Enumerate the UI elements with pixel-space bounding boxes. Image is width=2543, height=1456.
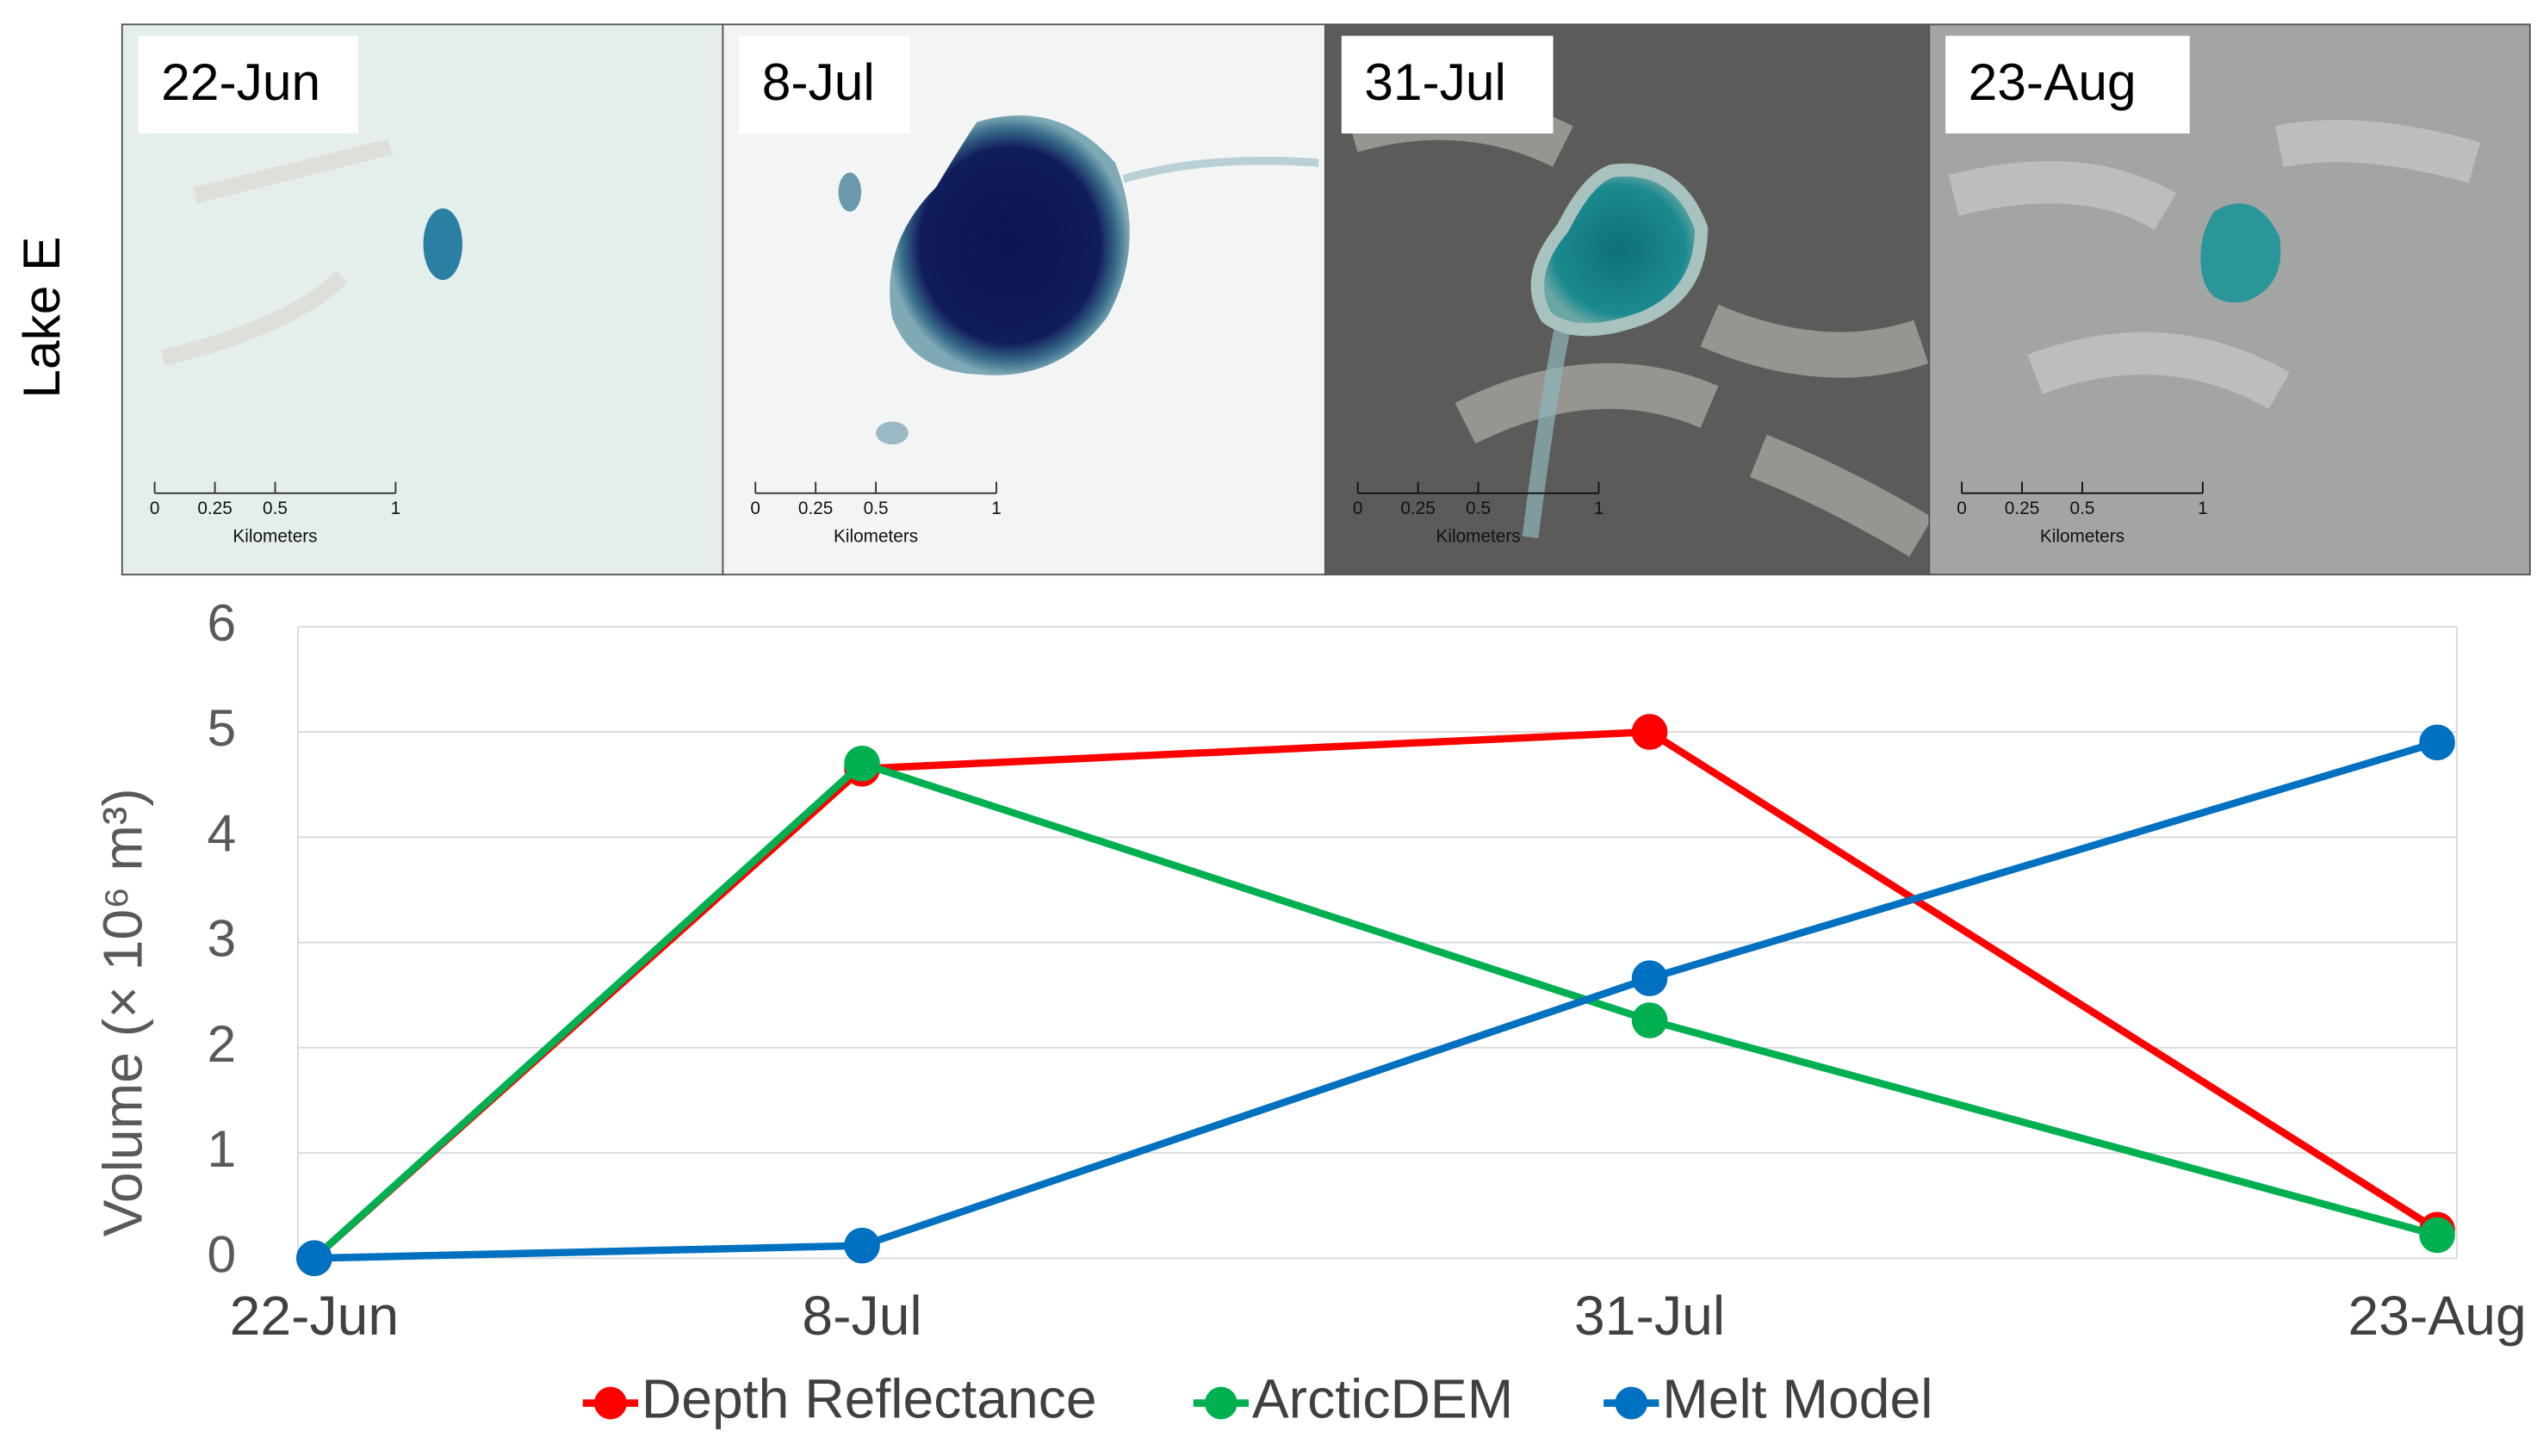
satellite-panel <box>722 23 1326 576</box>
y-tick-label: 6 <box>207 593 236 652</box>
scale-tick-label: 0.25 <box>2005 499 2039 518</box>
scale-tick-label: 0.5 <box>2070 499 2095 518</box>
data-point <box>1631 1002 1668 1038</box>
scale-tick-label: 0 <box>1957 499 1967 518</box>
y-tick-label: 2 <box>207 1014 236 1073</box>
legend-label: ArcticDEM <box>1252 1368 1513 1430</box>
scale-tick-label: 0.5 <box>1466 499 1491 518</box>
scale-tick-label: 1 <box>2198 499 2208 518</box>
legend-marker <box>594 1386 627 1420</box>
scale-tick-label: 0.25 <box>1400 499 1435 518</box>
legend-marker <box>1204 1386 1237 1420</box>
x-tick-label: 22-Jun <box>230 1285 400 1347</box>
x-tick-label: 31-Jul <box>1574 1285 1725 1347</box>
panel-label: 31-Jul <box>1364 53 1506 111</box>
label-box <box>739 35 910 134</box>
series-line <box>312 759 2439 1261</box>
lake <box>1530 163 1709 337</box>
scale-tick-label: 0.25 <box>798 499 833 518</box>
data-point <box>844 1227 880 1264</box>
scale-tick-label: 0 <box>1353 499 1363 518</box>
lake <box>890 115 1130 375</box>
label-box <box>138 35 358 134</box>
scale-tick-label: 0 <box>750 499 760 518</box>
series-line <box>313 739 2439 1262</box>
scale-tick-label: 0.25 <box>197 499 232 518</box>
x-tick-label: 8-Jul <box>802 1285 921 1347</box>
y-tick-label: 4 <box>207 803 236 862</box>
y-tick-label: 1 <box>207 1119 236 1178</box>
label-box <box>1945 35 2190 134</box>
satellite-panel <box>1928 23 2531 576</box>
texture <box>160 138 394 367</box>
texture <box>1948 120 2481 410</box>
y-tick-label: 0 <box>207 1224 236 1283</box>
data-point <box>1631 960 1668 996</box>
lake <box>2200 203 2281 303</box>
row-label: Lake E <box>12 236 71 398</box>
y-axis-label: Volume (× 10⁶ m³) <box>91 788 153 1236</box>
y-tick-label: 3 <box>207 909 236 968</box>
panel-label: 8-Jul <box>762 53 875 111</box>
scale-tick-label: 0.5 <box>263 499 288 518</box>
x-tick-label: 23-Aug <box>2348 1285 2526 1347</box>
legend-label: Melt Model <box>1662 1368 1932 1430</box>
scale-unit: Kilometers <box>2040 526 2124 546</box>
pond <box>838 172 862 212</box>
scale-tick-label: 1 <box>391 499 401 518</box>
scale-tick-label: 1 <box>1594 499 1604 518</box>
series-line <box>312 728 2440 1261</box>
data-point <box>844 745 880 782</box>
scale-tick-label: 0.5 <box>864 499 889 518</box>
texture <box>1522 324 1572 539</box>
panel-label: 22-Jun <box>161 53 320 111</box>
data-point <box>296 1240 332 1277</box>
scale-unit: Kilometers <box>1436 526 1521 546</box>
legend-marker <box>1615 1386 1648 1420</box>
texture <box>1122 156 1319 183</box>
data-point <box>1631 714 1668 750</box>
scale-tick-label: 1 <box>991 499 1002 518</box>
pond <box>876 421 909 445</box>
label-box <box>1341 35 1554 134</box>
legend-label: Depth Reflectance <box>642 1368 1097 1430</box>
data-point <box>2419 1217 2455 1254</box>
scale-tick-label: 0 <box>150 499 160 518</box>
data-point <box>2419 724 2455 761</box>
lake <box>423 208 462 281</box>
scale-unit: Kilometers <box>834 526 918 546</box>
scale-unit: Kilometers <box>233 526 317 546</box>
y-tick-label: 5 <box>207 698 236 757</box>
panel-label: 23-Aug <box>1969 53 2137 111</box>
